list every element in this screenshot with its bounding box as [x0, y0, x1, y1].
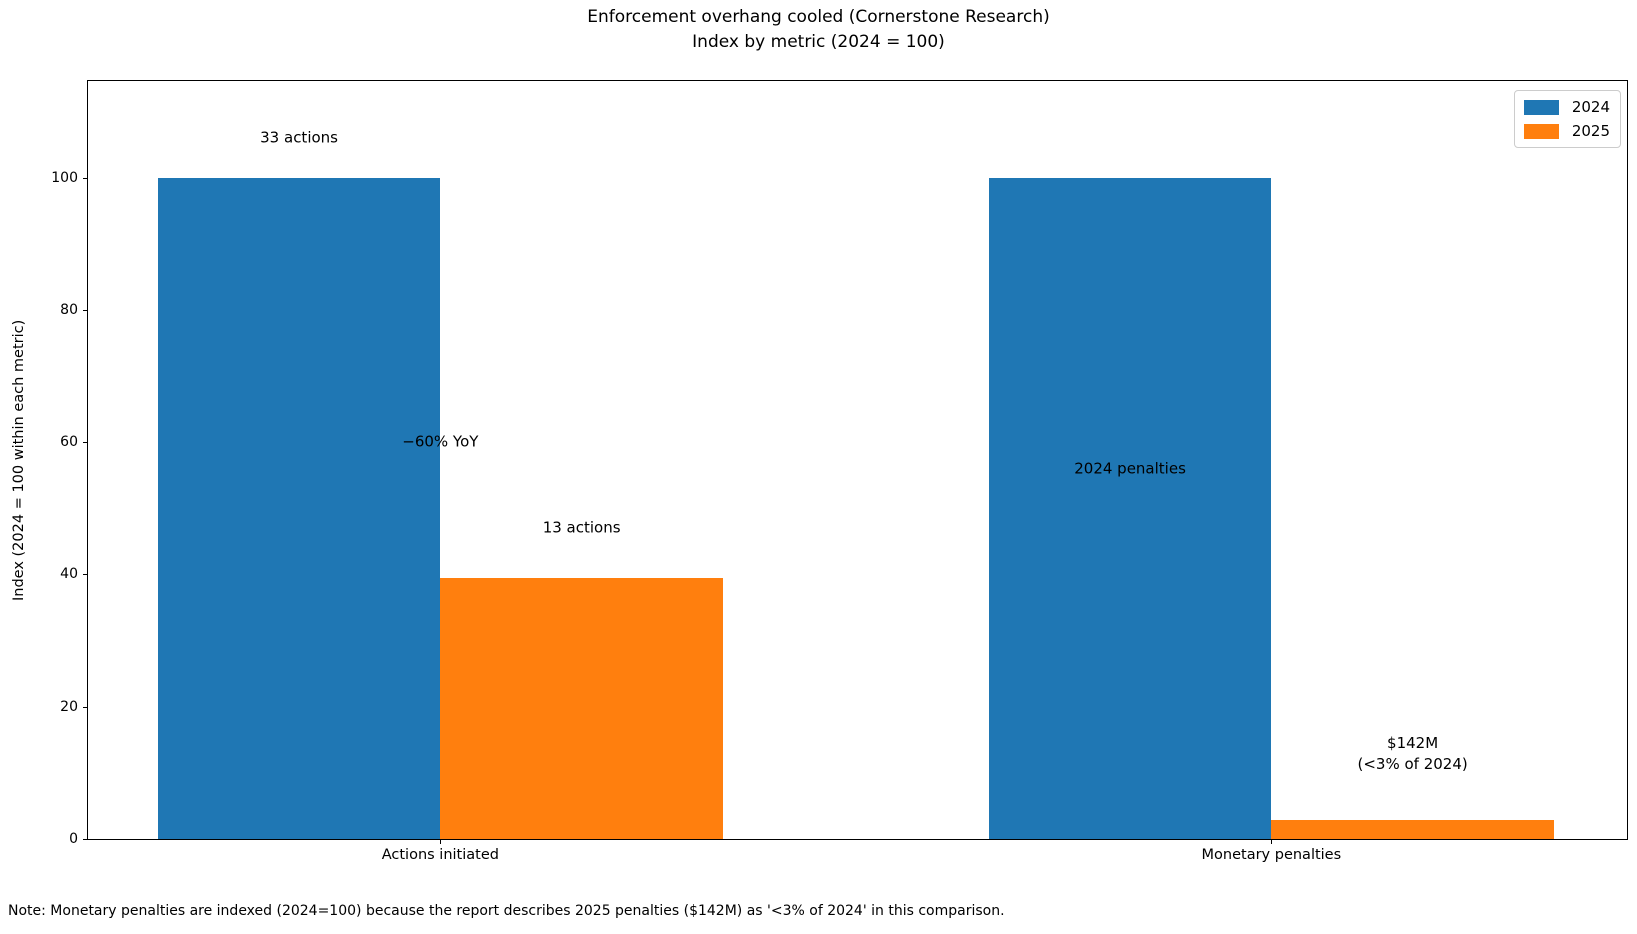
- annotation: 2024 penalties: [1074, 459, 1186, 478]
- bar-2024-monetary-penalties: [988, 177, 1272, 839]
- y-tick-mark: [83, 706, 87, 708]
- legend-label-2024: 2024: [1571, 98, 1610, 116]
- x-tick-mark: [1271, 840, 1273, 844]
- plot-area: 0 20 40 60 80 100 Actions initiated Monetary pe…: [51, 80, 1628, 863]
- legend-label-2025: 2025: [1571, 122, 1610, 140]
- y-tick-label: 60: [60, 434, 78, 451]
- bar-2025-actions-initiated: [440, 578, 723, 839]
- y-tick-label: 0: [69, 831, 78, 847]
- y-tick-mark: [83, 574, 87, 576]
- y-axis-label: Index (2024 = 100 within each metric): [11, 319, 27, 601]
- y-tick-label: 40: [60, 566, 78, 583]
- bar-2024-actions-initiated: [157, 177, 441, 839]
- legend-swatch-2024: [1524, 99, 1559, 115]
- y-tick-mark: [83, 309, 87, 311]
- legend: 2024 2025: [1514, 90, 1621, 148]
- annotation: $142M (<3% of 2024): [1357, 734, 1468, 774]
- y-tick-mark: [83, 839, 87, 840]
- y-tick-mark: [83, 442, 87, 444]
- y-tick-label: 80: [60, 301, 78, 318]
- legend-swatch-2025: [1524, 123, 1559, 139]
- legend-entry-2024: 2024: [1524, 98, 1610, 116]
- bar-2025-monetary-penalties: [1271, 820, 1554, 839]
- annotation: 33 actions: [260, 128, 338, 147]
- y-tick-label: 20: [60, 698, 78, 715]
- y-tick-mark: [83, 177, 87, 179]
- y-tick-label: 100: [51, 169, 78, 186]
- annotation: 13 actions: [542, 518, 621, 537]
- chart-title-block: Enforcement overhang cooled (Cornerstone…: [0, 5, 1637, 55]
- footnote: Note: Monetary penalties are indexed (20…: [8, 903, 1005, 919]
- legend-entry-2025: 2025: [1524, 122, 1610, 140]
- x-tick-label-actions-initiated: Actions initiated: [381, 847, 499, 863]
- x-tick-mark: [440, 840, 442, 844]
- x-tick-label-monetary-penalties: Monetary penalties: [1201, 847, 1342, 863]
- annotation: −60% YoY: [402, 432, 479, 451]
- chart-title: Enforcement overhang cooled (Cornerstone…: [587, 7, 1050, 27]
- chart-subtitle: Index by metric (2024 = 100): [692, 32, 945, 52]
